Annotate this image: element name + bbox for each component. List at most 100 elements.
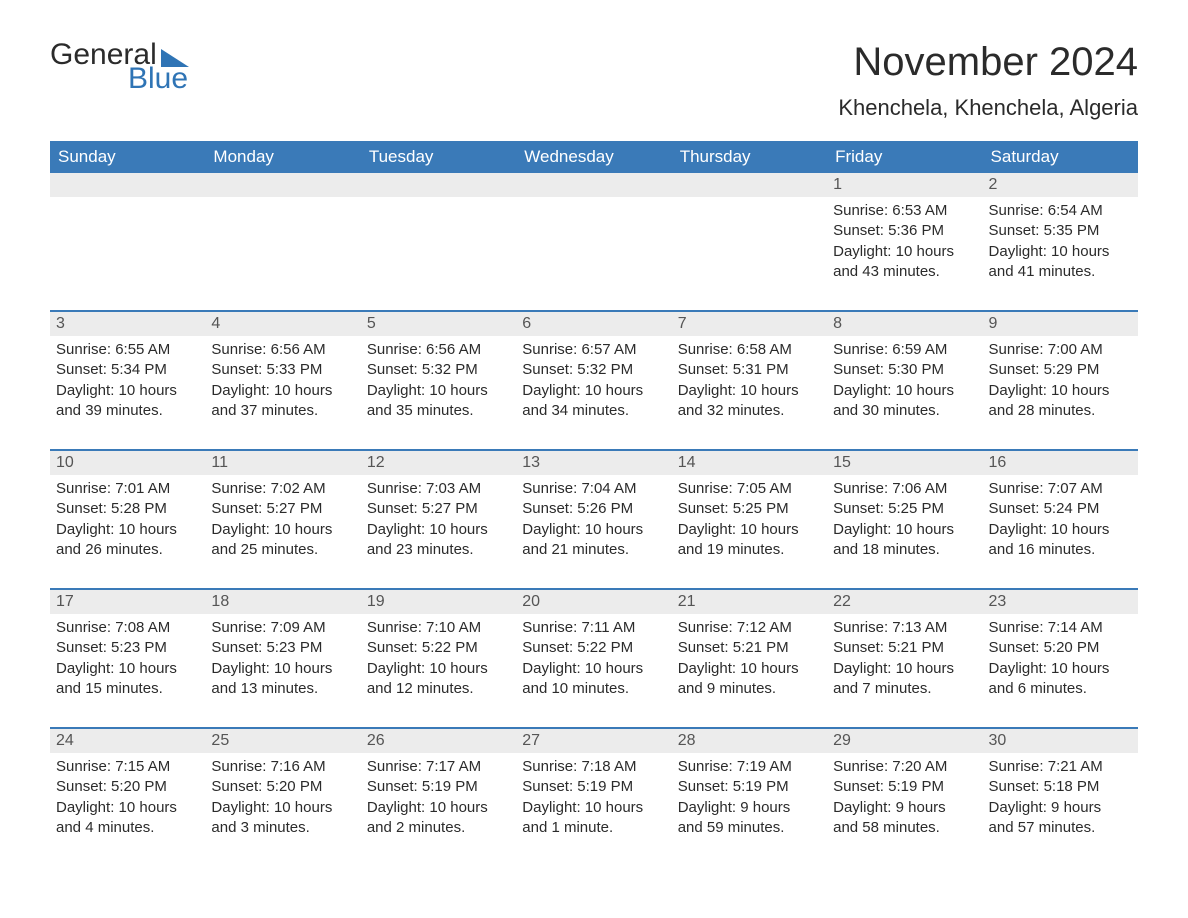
daylight-line: and 21 minutes. [522, 540, 665, 560]
sunset-line: Sunset: 5:28 PM [56, 499, 199, 519]
daylight-line: Daylight: 10 hours [833, 381, 976, 401]
day-body [50, 197, 205, 229]
day-number-strip [361, 173, 516, 197]
daylight-line: and 13 minutes. [211, 679, 354, 699]
daylight-line: Daylight: 10 hours [367, 520, 510, 540]
daylight-line: Daylight: 10 hours [56, 520, 199, 540]
day-body: Sunrise: 7:09 AMSunset: 5:23 PMDaylight:… [205, 614, 360, 727]
daylight-line: Daylight: 10 hours [989, 520, 1132, 540]
daylight-line: and 18 minutes. [833, 540, 976, 560]
daylight-line: and 57 minutes. [989, 818, 1132, 838]
calendar-cell: 15Sunrise: 7:06 AMSunset: 5:25 PMDayligh… [827, 450, 982, 589]
weekday-header: Monday [205, 141, 360, 173]
calendar-cell: 17Sunrise: 7:08 AMSunset: 5:23 PMDayligh… [50, 589, 205, 728]
sunset-line: Sunset: 5:19 PM [367, 777, 510, 797]
day-number: 14 [672, 451, 827, 475]
day-number: 9 [983, 312, 1138, 336]
calendar-week: 1Sunrise: 6:53 AMSunset: 5:36 PMDaylight… [50, 173, 1138, 311]
calendar-cell: 21Sunrise: 7:12 AMSunset: 5:21 PMDayligh… [672, 589, 827, 728]
day-number: 21 [672, 590, 827, 614]
daylight-line: Daylight: 10 hours [56, 659, 199, 679]
daylight-line: and 59 minutes. [678, 818, 821, 838]
weekday-header: Wednesday [516, 141, 671, 173]
sunrise-line: Sunrise: 6:53 AM [833, 201, 976, 221]
day-body: Sunrise: 7:02 AMSunset: 5:27 PMDaylight:… [205, 475, 360, 588]
day-number: 19 [361, 590, 516, 614]
calendar-header: SundayMondayTuesdayWednesdayThursdayFrid… [50, 141, 1138, 173]
calendar-cell: 6Sunrise: 6:57 AMSunset: 5:32 PMDaylight… [516, 311, 671, 450]
calendar-cell [516, 173, 671, 311]
daylight-line: and 37 minutes. [211, 401, 354, 421]
day-number: 28 [672, 729, 827, 753]
day-body [516, 197, 671, 229]
calendar-cell: 14Sunrise: 7:05 AMSunset: 5:25 PMDayligh… [672, 450, 827, 589]
sunset-line: Sunset: 5:35 PM [989, 221, 1132, 241]
sunset-line: Sunset: 5:18 PM [989, 777, 1132, 797]
day-body [672, 197, 827, 229]
day-number: 30 [983, 729, 1138, 753]
day-body: Sunrise: 6:58 AMSunset: 5:31 PMDaylight:… [672, 336, 827, 449]
weekday-header: Friday [827, 141, 982, 173]
sunrise-line: Sunrise: 7:06 AM [833, 479, 976, 499]
day-body: Sunrise: 7:20 AMSunset: 5:19 PMDaylight:… [827, 753, 982, 866]
day-number: 7 [672, 312, 827, 336]
day-number: 26 [361, 729, 516, 753]
day-number: 4 [205, 312, 360, 336]
sunset-line: Sunset: 5:27 PM [367, 499, 510, 519]
sunset-line: Sunset: 5:20 PM [56, 777, 199, 797]
daylight-line: and 7 minutes. [833, 679, 976, 699]
weekday-header: Sunday [50, 141, 205, 173]
sunrise-line: Sunrise: 7:20 AM [833, 757, 976, 777]
sunrise-line: Sunrise: 7:11 AM [522, 618, 665, 638]
calendar-cell: 29Sunrise: 7:20 AMSunset: 5:19 PMDayligh… [827, 728, 982, 866]
daylight-line: and 9 minutes. [678, 679, 821, 699]
weekday-header: Thursday [672, 141, 827, 173]
calendar-cell [672, 173, 827, 311]
daylight-line: and 2 minutes. [367, 818, 510, 838]
sunrise-line: Sunrise: 7:01 AM [56, 479, 199, 499]
sunset-line: Sunset: 5:36 PM [833, 221, 976, 241]
sunrise-line: Sunrise: 7:13 AM [833, 618, 976, 638]
sunset-line: Sunset: 5:19 PM [678, 777, 821, 797]
day-number: 23 [983, 590, 1138, 614]
sunrise-line: Sunrise: 7:19 AM [678, 757, 821, 777]
day-number: 1 [827, 173, 982, 197]
day-body: Sunrise: 7:07 AMSunset: 5:24 PMDaylight:… [983, 475, 1138, 588]
calendar-cell [50, 173, 205, 311]
day-body [205, 197, 360, 229]
daylight-line: Daylight: 10 hours [678, 381, 821, 401]
daylight-line: Daylight: 10 hours [522, 520, 665, 540]
daylight-line: Daylight: 10 hours [367, 381, 510, 401]
sunrise-line: Sunrise: 6:55 AM [56, 340, 199, 360]
sunrise-line: Sunrise: 6:58 AM [678, 340, 821, 360]
daylight-line: Daylight: 10 hours [367, 659, 510, 679]
day-body: Sunrise: 7:01 AMSunset: 5:28 PMDaylight:… [50, 475, 205, 588]
sunrise-line: Sunrise: 6:56 AM [211, 340, 354, 360]
day-number: 24 [50, 729, 205, 753]
daylight-line: Daylight: 9 hours [833, 798, 976, 818]
day-body: Sunrise: 7:00 AMSunset: 5:29 PMDaylight:… [983, 336, 1138, 449]
calendar-cell: 9Sunrise: 7:00 AMSunset: 5:29 PMDaylight… [983, 311, 1138, 450]
daylight-line: Daylight: 10 hours [211, 798, 354, 818]
daylight-line: Daylight: 10 hours [678, 520, 821, 540]
sunset-line: Sunset: 5:34 PM [56, 360, 199, 380]
daylight-line: and 28 minutes. [989, 401, 1132, 421]
calendar-week: 17Sunrise: 7:08 AMSunset: 5:23 PMDayligh… [50, 589, 1138, 728]
day-body: Sunrise: 7:19 AMSunset: 5:19 PMDaylight:… [672, 753, 827, 866]
sunset-line: Sunset: 5:25 PM [833, 499, 976, 519]
sunrise-line: Sunrise: 6:56 AM [367, 340, 510, 360]
sunset-line: Sunset: 5:30 PM [833, 360, 976, 380]
daylight-line: Daylight: 9 hours [989, 798, 1132, 818]
day-number-strip [672, 173, 827, 197]
day-body: Sunrise: 6:57 AMSunset: 5:32 PMDaylight:… [516, 336, 671, 449]
day-body: Sunrise: 7:06 AMSunset: 5:25 PMDaylight:… [827, 475, 982, 588]
title-block: November 2024 Khenchela, Khenchela, Alge… [838, 40, 1138, 133]
day-body: Sunrise: 7:16 AMSunset: 5:20 PMDaylight:… [205, 753, 360, 866]
day-number: 27 [516, 729, 671, 753]
daylight-line: Daylight: 10 hours [56, 798, 199, 818]
calendar-cell: 10Sunrise: 7:01 AMSunset: 5:28 PMDayligh… [50, 450, 205, 589]
daylight-line: Daylight: 10 hours [522, 659, 665, 679]
calendar-cell: 30Sunrise: 7:21 AMSunset: 5:18 PMDayligh… [983, 728, 1138, 866]
day-number: 22 [827, 590, 982, 614]
daylight-line: and 30 minutes. [833, 401, 976, 421]
